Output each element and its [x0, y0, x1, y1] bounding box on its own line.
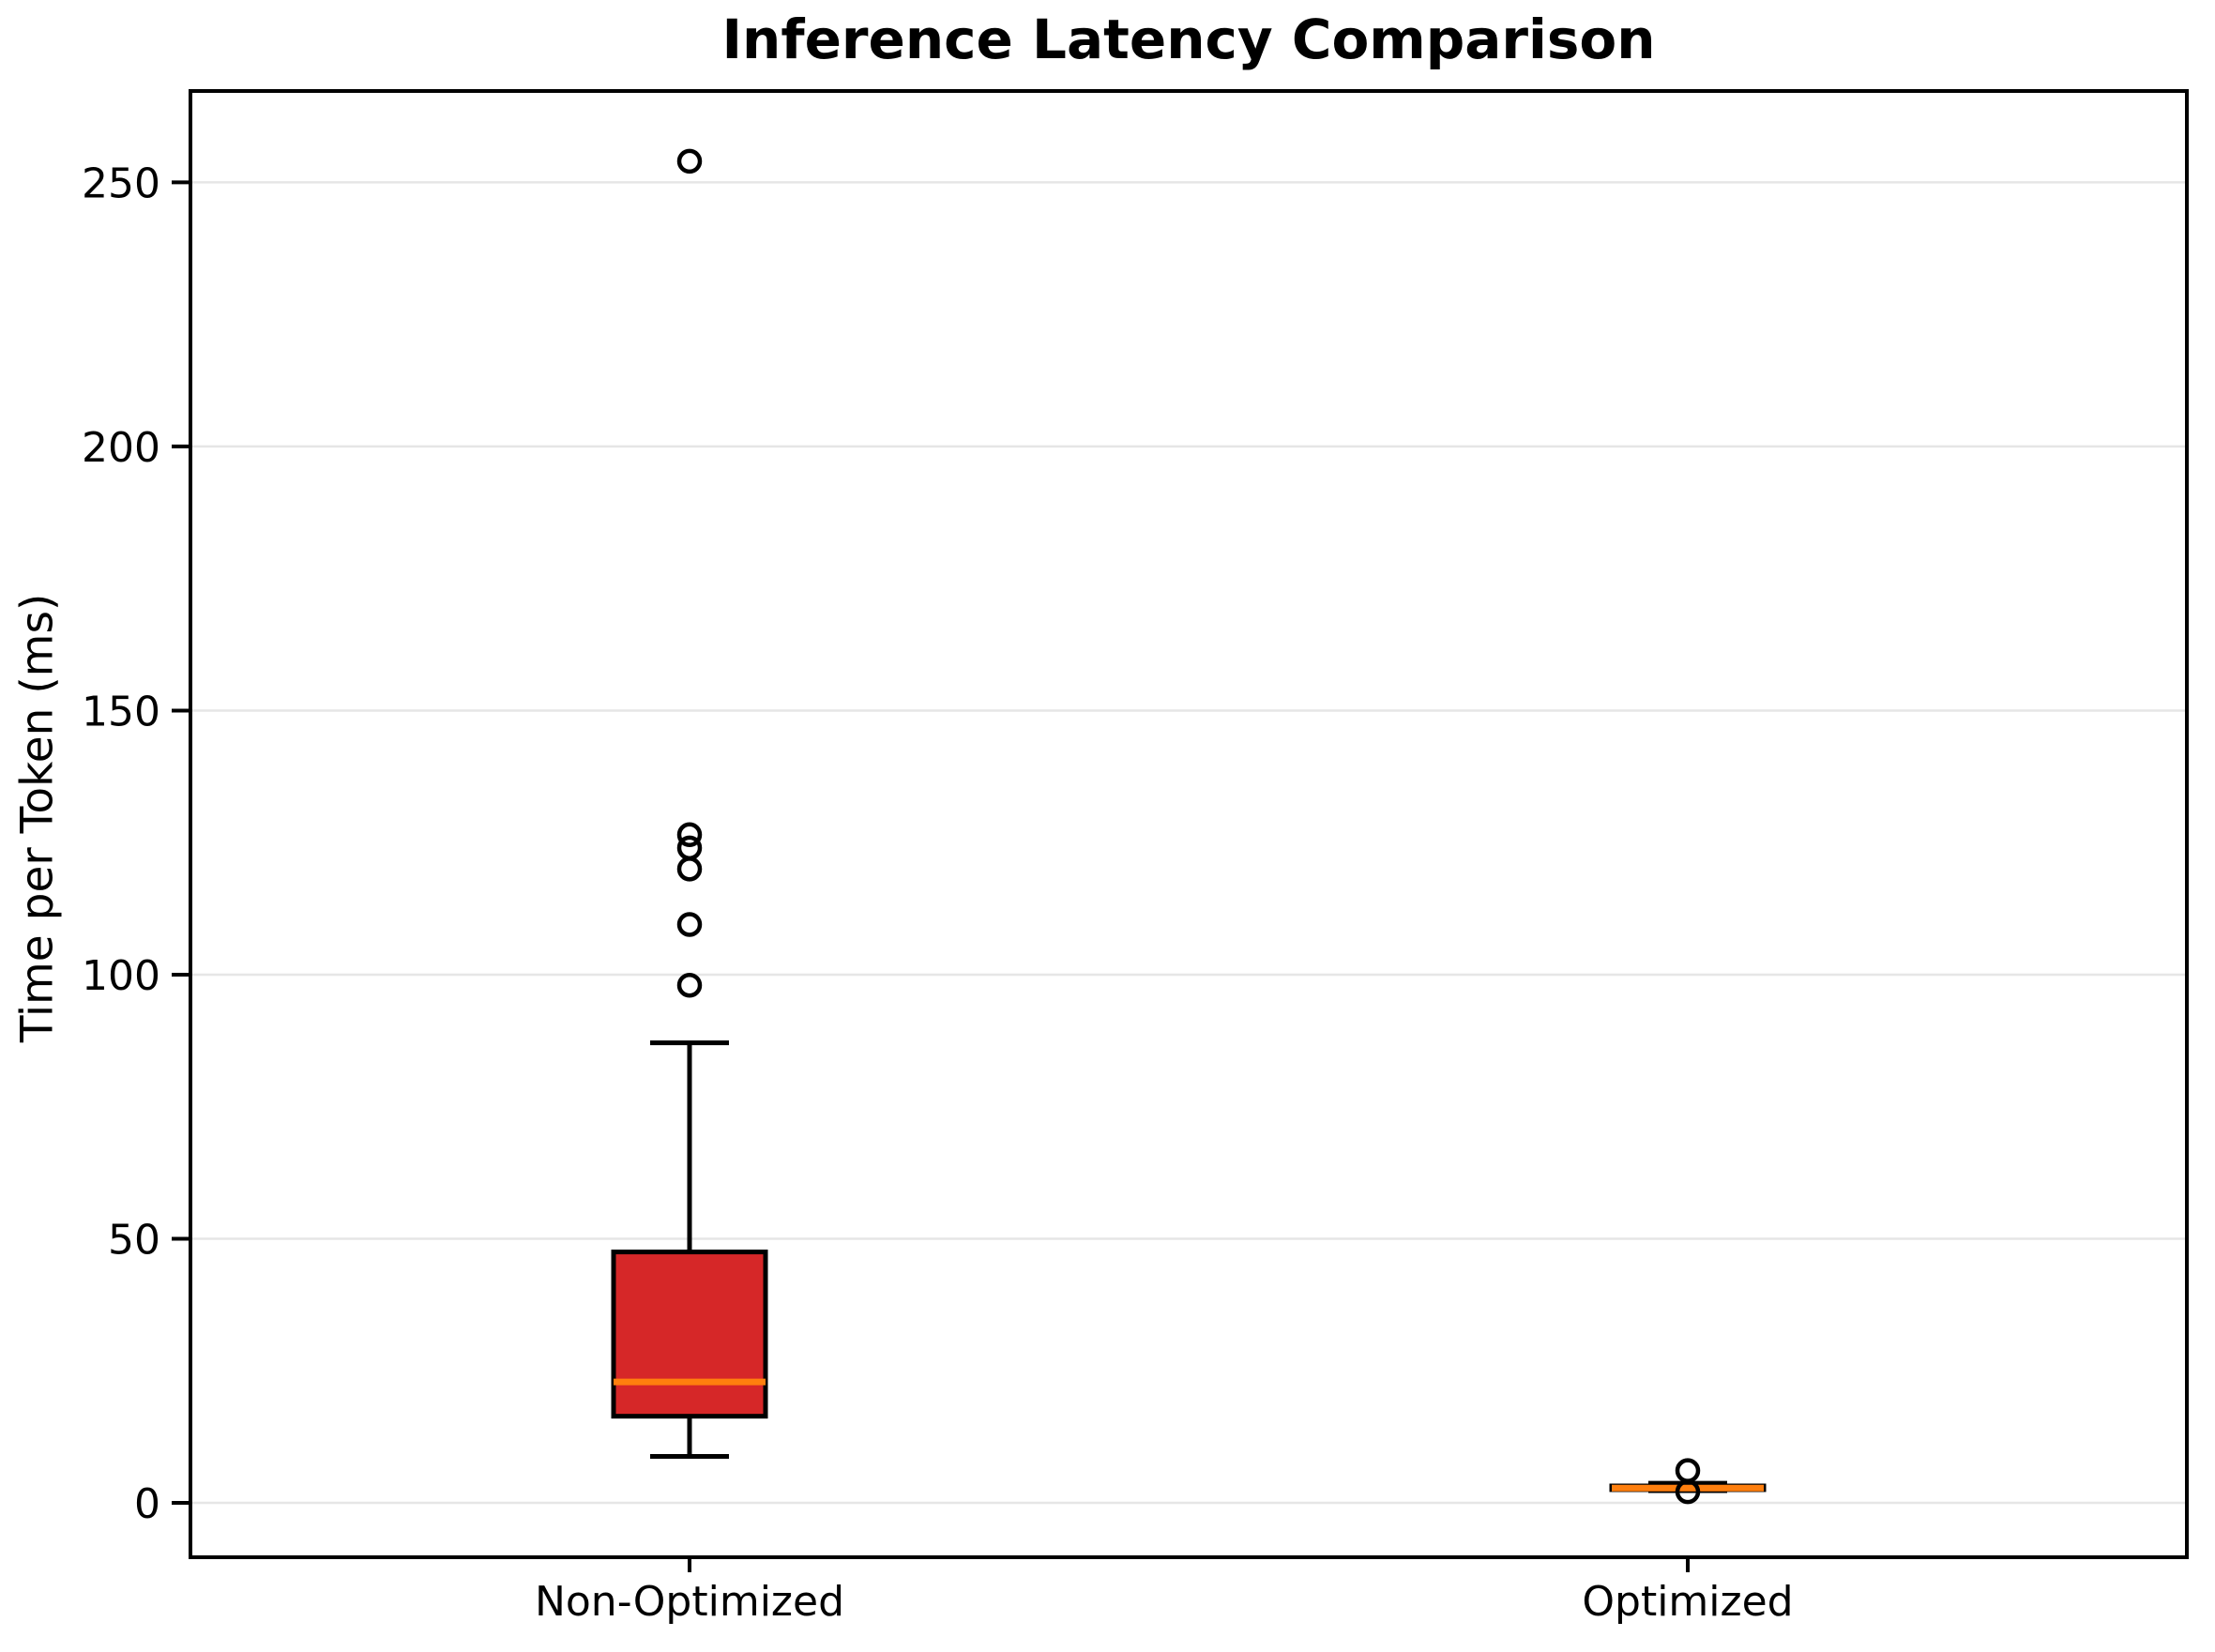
y-tick-label: 150 — [82, 688, 160, 735]
outlier-point — [676, 148, 703, 174]
y-tick-label: 50 — [108, 1216, 160, 1264]
chart-title: Inference Latency Comparison — [721, 8, 1656, 71]
axes-spines — [189, 89, 2189, 1559]
outlier-point — [676, 856, 703, 882]
y-tick-label: 200 — [82, 424, 160, 472]
outlier-point — [676, 822, 703, 848]
y-tick-label: 100 — [82, 952, 160, 1000]
x-tick-label: Non-Optimized — [535, 1578, 844, 1626]
y-tick-label: 250 — [82, 159, 160, 207]
outlier-point — [676, 972, 703, 998]
outlier-point — [676, 912, 703, 937]
outlier-point — [676, 835, 703, 861]
y-tick-label: 0 — [134, 1480, 160, 1528]
outlier-point — [1675, 1478, 1701, 1505]
box-non-optimized — [611, 1250, 768, 1419]
x-tick-label: Optimized — [1582, 1578, 1793, 1626]
outlier-point — [1675, 1458, 1701, 1483]
